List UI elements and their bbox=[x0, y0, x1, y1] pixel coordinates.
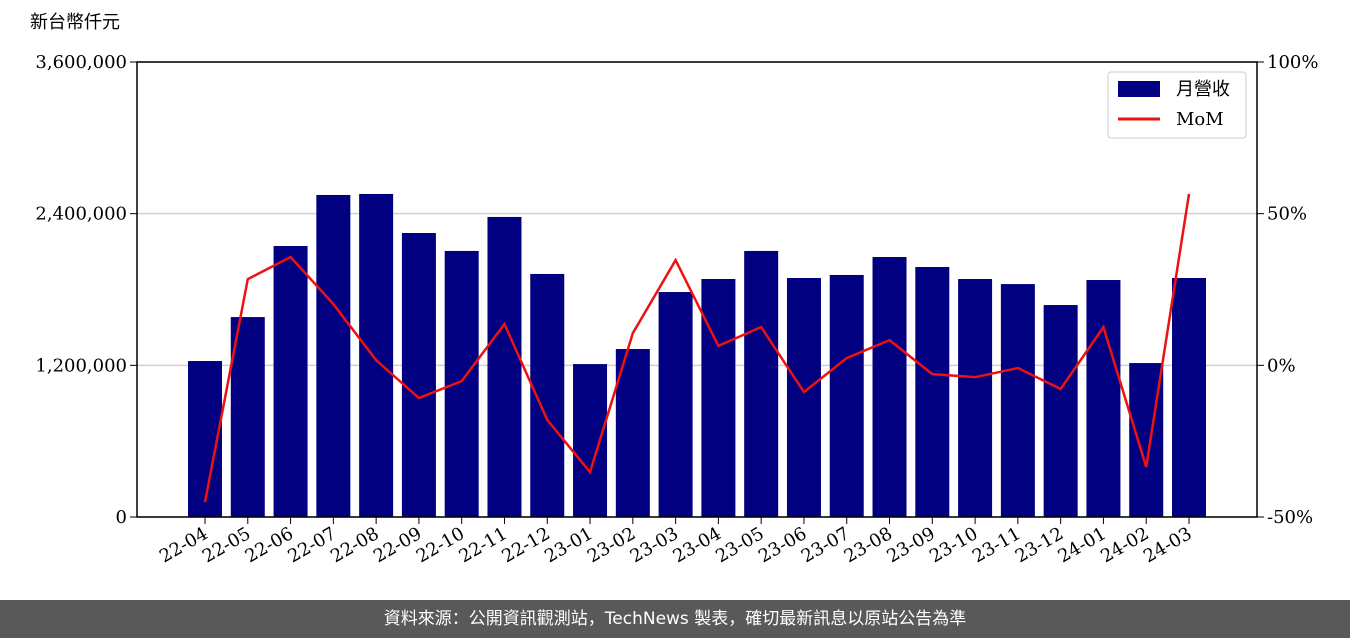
bar bbox=[915, 267, 950, 517]
bar bbox=[701, 279, 736, 517]
legend-label: 月營收 bbox=[1176, 79, 1230, 100]
bar bbox=[273, 246, 308, 517]
x-tick-label: 23-05 bbox=[712, 523, 767, 567]
x-tick-label: 23-06 bbox=[755, 523, 810, 567]
x-tick-label: 23-09 bbox=[883, 523, 938, 567]
x-tick-label: 23-07 bbox=[798, 523, 853, 567]
bar bbox=[230, 317, 265, 517]
legend-label: MoM bbox=[1176, 109, 1224, 130]
bar bbox=[359, 193, 394, 517]
bar bbox=[444, 250, 479, 517]
y2-tick-label: 50% bbox=[1267, 204, 1307, 225]
bar bbox=[958, 279, 993, 517]
y2-tick-label: 100% bbox=[1267, 52, 1318, 73]
bar bbox=[786, 277, 821, 517]
bar bbox=[401, 233, 436, 518]
bar bbox=[1000, 284, 1035, 517]
bar bbox=[872, 257, 907, 517]
y-tick-label: 2,400,000 bbox=[35, 204, 127, 225]
line bbox=[203, 193, 1191, 503]
x-tick-label: 22-12 bbox=[498, 523, 553, 567]
chart: 新台幣仟元 0 1,200,000 2,400,000 3,600,000 -50% 0%… bbox=[30, 12, 1318, 567]
y-axis-label: 新台幣仟元 bbox=[30, 12, 120, 33]
y2-tick-label: 0% bbox=[1267, 355, 1296, 376]
bar bbox=[1172, 277, 1206, 517]
bar bbox=[615, 349, 650, 517]
x-tick-label: 24-02 bbox=[1097, 523, 1152, 567]
y2-tick-label: -50% bbox=[1267, 507, 1313, 528]
y-tick-label: 3,600,000 bbox=[35, 52, 127, 73]
y-tick-label: 0 bbox=[116, 507, 127, 528]
x-tick-label: 23-01 bbox=[541, 523, 596, 567]
x-tick-label: 22-09 bbox=[370, 523, 425, 567]
bar bbox=[316, 194, 351, 517]
x-tick-label: 23-04 bbox=[669, 523, 724, 567]
bar bbox=[1043, 305, 1078, 517]
x-tick-label: 22-11 bbox=[456, 523, 511, 567]
footer: 資料來源：公開資訊觀測站，TechNews 製表，確切最新訊息以原站公告為準 bbox=[0, 600, 1350, 638]
x-tick-label: 24-03 bbox=[1140, 523, 1195, 567]
bar bbox=[744, 250, 779, 517]
x-tick-label: 22-07 bbox=[284, 523, 339, 567]
x-tick-label: 23-03 bbox=[627, 523, 682, 567]
x-tick-label: 22-04 bbox=[156, 523, 211, 567]
bar bbox=[829, 274, 864, 517]
x-tick-label: 23-02 bbox=[584, 523, 639, 567]
x-tick-label: 23-08 bbox=[841, 523, 896, 567]
x-tick-label: 23-10 bbox=[926, 523, 981, 567]
x-tick-label: 22-08 bbox=[327, 523, 382, 567]
plot-frame bbox=[136, 61, 1258, 518]
bar bbox=[487, 216, 522, 518]
bar bbox=[658, 292, 693, 517]
x-tick-label: 22-05 bbox=[199, 523, 254, 567]
y-tick-label: 1,200,000 bbox=[35, 355, 127, 376]
x-tick-label: 24-01 bbox=[1054, 523, 1109, 567]
legend-swatch bbox=[1118, 81, 1160, 97]
x-tick-label: 22-06 bbox=[242, 523, 297, 567]
bar bbox=[573, 364, 608, 517]
x-tick-label: 22-10 bbox=[413, 523, 468, 567]
x-tick-label: 23-12 bbox=[1012, 523, 1067, 567]
bar bbox=[1086, 280, 1121, 517]
x-tick-label: 23-11 bbox=[969, 523, 1024, 567]
